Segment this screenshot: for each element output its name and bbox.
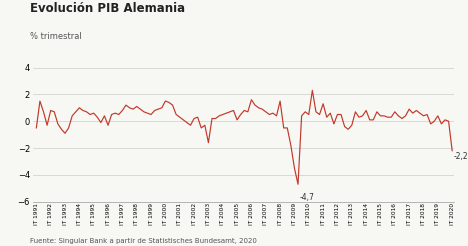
Text: -4,7: -4,7	[300, 193, 314, 202]
Text: % trimestral: % trimestral	[30, 32, 82, 41]
Text: Evolución PIB Alemania: Evolución PIB Alemania	[30, 2, 185, 15]
Text: Fuente: Singular Bank a partir de Statistisches Bundesamt, 2020: Fuente: Singular Bank a partir de Statis…	[30, 238, 257, 244]
Text: -2,2: -2,2	[454, 152, 468, 161]
